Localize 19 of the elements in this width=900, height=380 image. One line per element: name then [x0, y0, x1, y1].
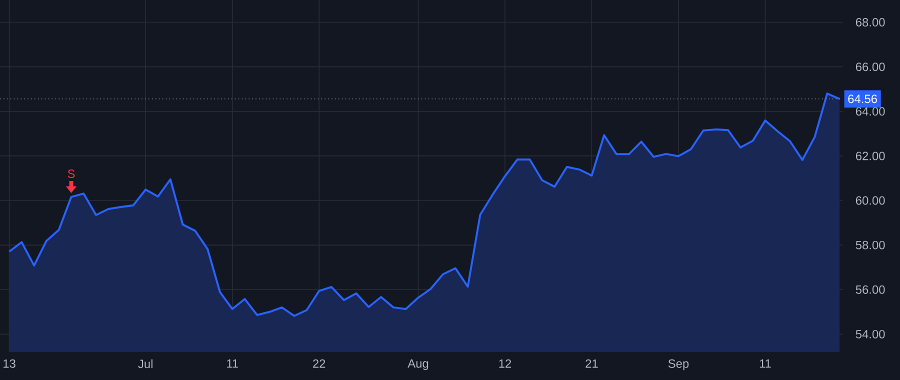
y-tick-label: 60.00 — [856, 196, 885, 205]
x-tick-label: 12 — [499, 359, 512, 368]
x-tick-label: Sep — [668, 359, 689, 370]
x-tick-label: 21 — [586, 359, 598, 368]
x-tick-label: 11 — [227, 359, 238, 368]
x-tick-label: 22 — [313, 359, 326, 368]
ref-line-label: 64.56 — [848, 94, 877, 104]
x-tick-label: Aug — [408, 359, 428, 370]
y-tick-label: 68.00 — [856, 18, 885, 27]
y-tick-label: 64.00 — [856, 107, 885, 116]
y-tick-label: 62.00 — [856, 152, 885, 160]
x-tick-label: Jul — [138, 359, 152, 368]
x-tick-label: 11 — [760, 359, 771, 368]
y-tick-label: 56.00 — [856, 285, 885, 294]
y-tick-label: 66.00 — [856, 62, 885, 72]
x-tick-label: 13 — [4, 359, 16, 368]
y-tick-label: 54.00 — [856, 330, 885, 338]
y-tick-label: 58.00 — [856, 240, 885, 250]
annotation: S — [68, 170, 75, 178]
